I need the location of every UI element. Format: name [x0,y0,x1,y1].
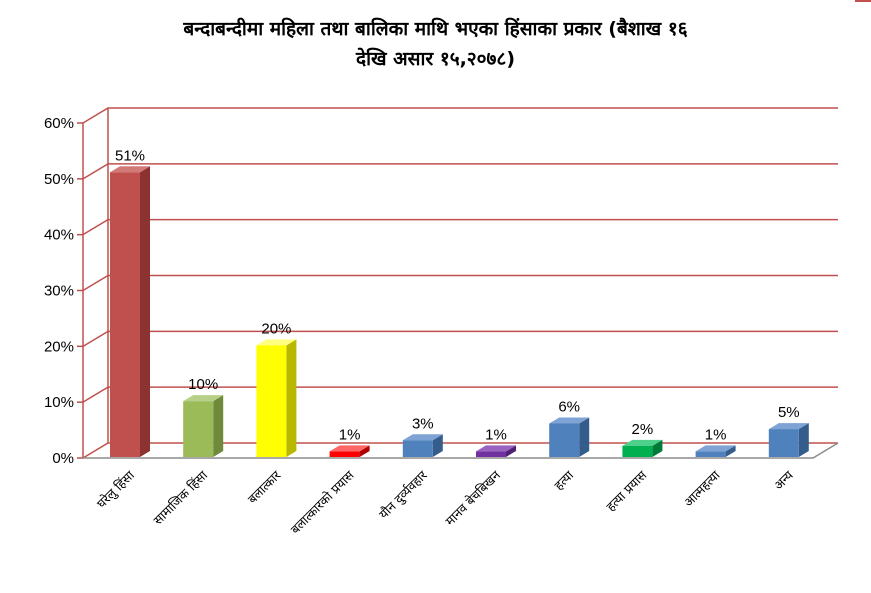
bar-1 [110,166,150,457]
data-label: 1% [339,426,361,443]
bar-side [213,395,224,457]
bar-top [695,445,736,452]
bar-5 [402,434,443,457]
gridline [82,330,838,347]
bar-4 [329,445,370,457]
top-right-accent-line [855,0,871,2]
bar-3 [256,339,297,457]
bar-side [798,423,809,457]
bar-front [622,445,653,457]
category-label: यौन दुर्व्यवहार [376,467,431,522]
data-label: 10% [188,376,218,393]
data-label: 51% [115,147,145,164]
data-label: 5% [778,404,800,421]
floor-front-edge [83,442,839,459]
data-label: 1% [485,426,507,443]
y-tick-label: 10% [44,394,74,411]
bar-top [402,434,443,441]
category-label: बलात्कारको प्रयास [287,467,357,537]
bar-side [286,339,297,457]
bar-front [256,345,287,457]
bar-top [110,166,150,173]
category-label: मानव बेचबिखन [442,467,504,529]
bar-top [183,395,224,402]
data-label: 20% [261,320,291,337]
data-label: 1% [705,426,727,443]
bar-top [476,445,516,452]
gridline [82,163,838,180]
bar-front [329,451,360,457]
gridline [82,218,838,236]
bar-10 [768,423,809,457]
category-label: सामाजिक हिंसा [150,467,211,528]
bar-top [329,445,370,452]
category-label: घरेलु हिंसा [94,467,139,512]
bar-side [725,445,736,457]
bar-front [476,451,506,457]
category-label: बलात्कार [244,467,284,507]
bar-7 [549,417,590,457]
y-tick-label: 50% [44,171,74,188]
gridline [82,107,838,124]
bar-9 [695,445,736,457]
bar-front [402,440,433,457]
gridline [82,274,838,292]
data-label: 3% [412,415,434,432]
bar-top [256,339,297,346]
bar-front [183,401,214,457]
data-label: 6% [558,399,580,416]
bar-side [359,445,370,457]
data-label: 2% [632,421,654,438]
chart-walls [82,108,839,459]
y-tick-label: 40% [44,227,74,244]
bar-top [768,423,809,430]
chart-title: बन्दाबन्दीमा महिला तथा बालिका माथि भएका … [0,14,871,74]
y-tick-label: 20% [44,338,74,355]
bar-side [652,439,663,457]
x-axis-category-labels: घरेलु हिंसा सामाजिक हिंसा बलात्कार बलात्कार… [94,467,797,537]
bar-front [549,423,580,457]
category-label: आत्महत्या [681,467,724,510]
y-tick-label: 30% [44,283,74,300]
bars [110,166,809,457]
bar-side [506,445,516,457]
chart-title-line-2: देखि असार १५,२०७८) [355,48,515,70]
category-label: हत्या [551,467,577,493]
chart-title-line-1: बन्दाबन्दीमा महिला तथा बालिका माथि भएका … [183,18,688,40]
bar-front [695,451,726,457]
category-label: हत्या प्रयास [603,467,650,514]
y-axis-ticks: 0% 10% 20% 30% 40% 50% 60% [44,115,74,467]
bar-top [622,439,663,446]
category-label: अन्य [771,467,797,493]
bar-top [549,417,590,424]
bar-side [432,434,443,457]
data-labels: 51% 10% 20% 1% 3% 1% 6% 2% 1% 5% [115,147,800,443]
y-tick-label: 0% [52,450,74,467]
bar-6 [476,445,516,457]
bar-2 [183,395,224,457]
bar-front [110,172,140,457]
bar-side [579,417,590,457]
y-tick-label: 60% [44,115,74,132]
bar-front [768,429,799,457]
bar-8 [622,439,663,457]
bar-side [140,166,150,457]
